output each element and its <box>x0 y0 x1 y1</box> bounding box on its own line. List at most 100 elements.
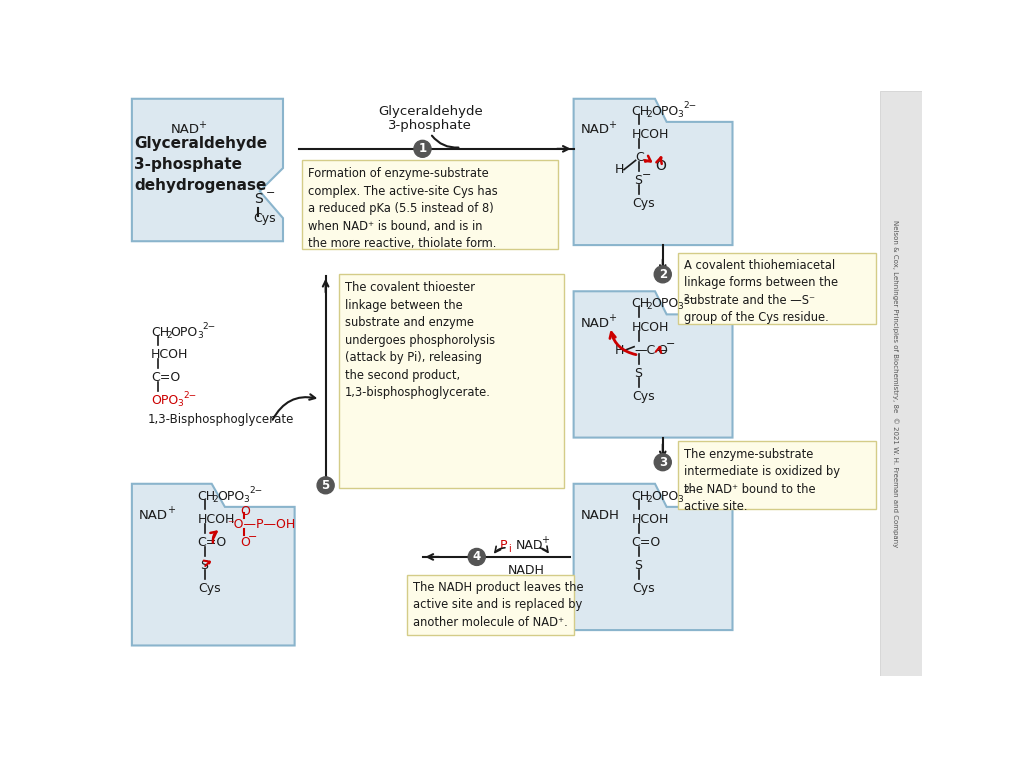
Text: 3: 3 <box>658 455 667 469</box>
Text: 3-phosphate: 3-phosphate <box>388 119 472 132</box>
Text: O: O <box>241 505 250 518</box>
Text: The enzyme-substrate
intermediate is oxidized by
the NAD⁺ bound to the
active si: The enzyme-substrate intermediate is oxi… <box>684 448 841 513</box>
Circle shape <box>654 454 672 471</box>
Text: 2: 2 <box>658 268 667 281</box>
Text: HCOH: HCOH <box>632 128 669 141</box>
Text: 2−: 2− <box>249 486 262 495</box>
Text: NAD: NAD <box>139 509 168 522</box>
Text: 1,3-Bisphosphoglycerate: 1,3-Bisphosphoglycerate <box>147 413 294 426</box>
Circle shape <box>414 140 431 157</box>
Text: S: S <box>634 559 642 572</box>
Circle shape <box>317 477 334 494</box>
Text: H: H <box>614 344 624 357</box>
FancyBboxPatch shape <box>339 274 563 488</box>
Text: S: S <box>254 192 262 206</box>
Text: NAD: NAD <box>581 124 609 137</box>
Text: 3: 3 <box>678 109 683 118</box>
Polygon shape <box>573 99 732 245</box>
Text: 3: 3 <box>177 399 183 408</box>
Text: HCOH: HCOH <box>198 513 236 526</box>
FancyBboxPatch shape <box>407 575 573 635</box>
Text: NAD: NAD <box>171 124 200 137</box>
FancyBboxPatch shape <box>678 253 876 323</box>
Text: OPO: OPO <box>651 105 678 118</box>
Text: CH: CH <box>152 326 169 339</box>
Text: 2−: 2− <box>683 294 696 303</box>
Text: 2: 2 <box>646 302 652 311</box>
Text: O: O <box>655 159 666 173</box>
Text: OPO: OPO <box>651 490 678 503</box>
Polygon shape <box>573 291 732 438</box>
Text: Glyceraldehyde: Glyceraldehyde <box>378 105 482 118</box>
Text: The NADH product leaves the
active site and is replaced by
another molecule of N: The NADH product leaves the active site … <box>414 581 584 628</box>
Text: Cys: Cys <box>199 582 221 595</box>
Polygon shape <box>132 99 283 241</box>
Text: Formation of enzyme-substrate
complex. The active-site Cys has
a reduced pKa (5.: Formation of enzyme-substrate complex. T… <box>308 167 498 250</box>
Text: 3: 3 <box>197 331 203 339</box>
Text: CH: CH <box>198 490 216 503</box>
Text: NADH: NADH <box>581 509 620 522</box>
Circle shape <box>654 266 672 283</box>
Text: 2−: 2− <box>683 101 696 110</box>
Text: i: i <box>508 544 511 554</box>
Text: The covalent thioester
linkage between the
substrate and enzyme
undergoes phosph: The covalent thioester linkage between t… <box>345 282 496 399</box>
Text: 2: 2 <box>166 331 172 339</box>
Text: 5: 5 <box>322 479 330 492</box>
Text: 2: 2 <box>646 495 652 503</box>
Text: A covalent thiohemiacetal
linkage forms between the
substrate and the —S⁻
group : A covalent thiohemiacetal linkage forms … <box>684 259 839 324</box>
Text: NAD: NAD <box>581 317 609 329</box>
Text: S: S <box>200 559 208 572</box>
Text: +: + <box>608 120 616 130</box>
Text: 2−: 2− <box>183 392 197 401</box>
Text: Nelson & Cox, Lehninger Principles of Biochemistry, 8e  © 2021 W. H. Freeman and: Nelson & Cox, Lehninger Principles of Bi… <box>892 220 899 547</box>
Text: −: − <box>666 339 675 349</box>
Polygon shape <box>132 483 295 645</box>
Text: Cys: Cys <box>633 582 655 595</box>
Text: O: O <box>657 344 668 357</box>
Text: +: + <box>541 535 549 546</box>
Text: Glyceraldehyde
3-phosphate
dehydrogenase: Glyceraldehyde 3-phosphate dehydrogenase <box>134 136 267 193</box>
Text: Cys: Cys <box>633 390 655 403</box>
FancyBboxPatch shape <box>678 442 876 509</box>
Text: −: − <box>642 170 651 181</box>
Text: +: + <box>199 120 207 130</box>
Text: 2: 2 <box>646 109 652 118</box>
Text: HCOH: HCOH <box>632 320 669 333</box>
Text: HCOH: HCOH <box>152 348 188 361</box>
Text: OPO: OPO <box>171 326 198 339</box>
Text: Cys: Cys <box>254 212 276 225</box>
Text: −: − <box>266 187 275 198</box>
Text: C: C <box>636 151 644 164</box>
Text: −: − <box>248 532 257 542</box>
FancyBboxPatch shape <box>302 160 558 249</box>
Text: 4: 4 <box>473 550 481 563</box>
Text: +: + <box>167 505 175 515</box>
Text: HCOH: HCOH <box>632 513 669 526</box>
Text: S: S <box>634 175 642 187</box>
Text: CH: CH <box>632 298 650 310</box>
Text: OPO: OPO <box>217 490 245 503</box>
Text: 2−: 2− <box>203 322 215 331</box>
Text: CH: CH <box>632 105 650 118</box>
Text: OPO: OPO <box>651 298 678 310</box>
Text: H: H <box>614 163 624 176</box>
Polygon shape <box>573 483 732 630</box>
Bar <box>880 91 922 676</box>
Text: 3: 3 <box>678 302 683 311</box>
Text: 3: 3 <box>678 495 683 503</box>
Text: CH: CH <box>632 490 650 503</box>
Text: Cys: Cys <box>633 197 655 210</box>
Text: +: + <box>608 313 616 323</box>
Text: P: P <box>500 539 508 553</box>
Text: OPO: OPO <box>152 395 178 408</box>
Text: 2−: 2− <box>683 486 696 495</box>
Text: O: O <box>241 536 250 550</box>
Text: 3: 3 <box>244 495 249 503</box>
Circle shape <box>468 549 485 565</box>
Text: S: S <box>634 367 642 380</box>
Text: NAD: NAD <box>515 539 543 553</box>
Text: NADH: NADH <box>508 564 545 577</box>
Text: 1: 1 <box>419 143 427 156</box>
Text: ⁻O—P—OH: ⁻O—P—OH <box>227 518 296 531</box>
Text: —C—: —C— <box>634 344 668 357</box>
